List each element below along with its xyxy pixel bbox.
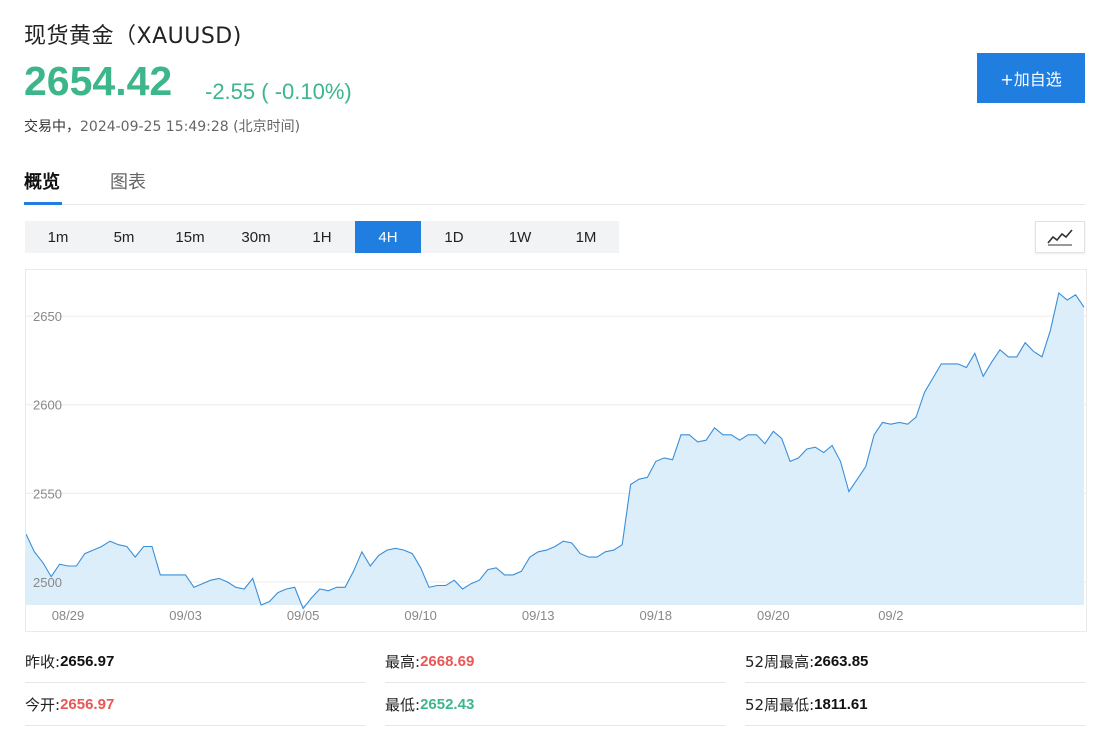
tab-bar: 概览 图表: [24, 158, 1085, 205]
x-tick-label: 09/13: [522, 608, 555, 623]
stat-value: 2656.97: [60, 652, 115, 670]
period-30m[interactable]: 30m: [241, 228, 271, 246]
period-1h[interactable]: 1H: [312, 228, 332, 246]
stat-label: 52周最低:: [745, 695, 815, 714]
x-tick-label: 09/18: [639, 608, 672, 623]
stat-open: 今开: 2656.97: [25, 683, 365, 726]
line-chart-icon: [1047, 229, 1073, 246]
stats-row-2: 今开: 2656.97 最低: 2652.43 52周最低: 1811.61: [25, 683, 1085, 726]
x-tick-label: 09/20: [757, 608, 790, 623]
stat-high: 最高: 2668.69: [385, 640, 725, 683]
stat-label: 今开:: [25, 695, 61, 714]
period-15m[interactable]: 15m: [175, 228, 205, 246]
stat-label: 最低:: [385, 695, 421, 714]
stats-row-1: 昨收: 2656.97 最高: 2668.69 52周最高: 2663.85: [25, 640, 1085, 683]
stat-value: 2663.85: [814, 652, 869, 670]
period-1mo[interactable]: 1M: [575, 228, 597, 246]
y-tick-label: 2500: [33, 575, 62, 590]
timestamp: 2024-09-25 15:49:28 (北京时间): [80, 119, 301, 135]
period-1m[interactable]: 1m: [47, 228, 69, 246]
stat-value: 2652.43: [420, 695, 475, 713]
stat-52w-high: 52周最高: 2663.85: [745, 640, 1085, 683]
tab-chart[interactable]: 图表: [110, 172, 146, 193]
trading-status: 交易中，2024-09-25 15:49:28 (北京时间): [24, 116, 300, 136]
x-tick-label: 09/10: [404, 608, 437, 623]
stat-value: 2656.97: [60, 695, 115, 713]
chart-canvas: 2500 2550 2600 2650 08/29 09/03 09/05 09/10 09/1…: [26, 291, 1086, 623]
status-label: 交易中，: [24, 119, 80, 135]
stat-label: 昨收:: [25, 652, 61, 671]
active-tab-indicator: [24, 202, 62, 205]
stat-value: 1811.61: [814, 695, 868, 713]
stat-low: 最低: 2652.43: [385, 683, 725, 726]
stat-prev-close: 昨收: 2656.97: [25, 640, 365, 683]
page-title: 现货黄金（XAUUSD): [24, 24, 242, 49]
tab-overview[interactable]: 概览: [24, 172, 60, 193]
y-tick-label: 2550: [33, 486, 62, 501]
current-price: 2654.42: [24, 58, 173, 104]
add-watchlist-button[interactable]: +加自选: [977, 53, 1085, 103]
x-tick-label: 09/03: [169, 608, 202, 623]
stats-panel: 昨收: 2656.97 最高: 2668.69 52周最高: 2663.85 今…: [25, 640, 1085, 726]
stat-label: 52周最高:: [745, 652, 815, 671]
price-chart[interactable]: 2500 2550 2600 2650 08/29 09/03 09/05 09/10 09/1…: [25, 269, 1087, 632]
period-5m[interactable]: 5m: [113, 228, 135, 246]
period-4h[interactable]: 4H: [355, 221, 421, 253]
stat-value: 2668.69: [420, 652, 475, 670]
chart-type-button[interactable]: [1035, 221, 1085, 253]
stat-label: 最高:: [385, 652, 421, 671]
x-tick-label: 08/29: [52, 608, 85, 623]
price-area-fill: [26, 293, 1084, 609]
x-tick-label: 09/2: [878, 608, 903, 623]
stat-52w-low: 52周最低: 1811.61: [745, 683, 1085, 726]
price-change: -2.55 ( -0.10%): [205, 79, 352, 104]
price-series-line: [26, 291, 1085, 610]
y-tick-label: 2600: [33, 398, 62, 413]
period-1d[interactable]: 1D: [444, 228, 464, 246]
y-tick-label: 2650: [33, 309, 62, 324]
period-1w[interactable]: 1W: [508, 228, 532, 246]
x-tick-label: 09/05: [287, 608, 320, 623]
period-selector: 1m 5m 15m 30m 1H 4H 1D 1W 1M: [25, 221, 619, 253]
